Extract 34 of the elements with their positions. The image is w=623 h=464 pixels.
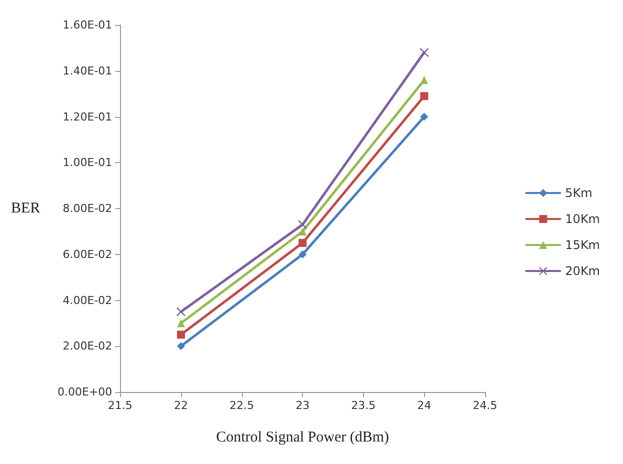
point [298, 250, 307, 258]
point [420, 112, 428, 121]
point [176, 319, 185, 328]
legend-label: 20Km [565, 264, 600, 278]
point [176, 330, 185, 339]
point [420, 92, 428, 100]
y-tick-label: 1.40E-01 [62, 64, 112, 78]
point [298, 220, 308, 230]
y-axis-title: BER [10, 200, 40, 216]
y-tick-label: 1.60E-01 [62, 18, 112, 32]
x-tick-label: 22 [174, 399, 188, 412]
y-tick-label: 6.00E-02 [62, 248, 112, 261]
legend-label: 5Km [565, 186, 592, 200]
x-tick-label: 22.5 [230, 399, 254, 412]
y-tick-label: 1.20E-01 [62, 110, 112, 124]
y-tick-label: 0.00E+00 [58, 386, 112, 398]
point [176, 307, 186, 316]
x-tick-label: 24 [417, 399, 432, 412]
point [420, 48, 429, 58]
x-tick-label: 21.5 [108, 399, 132, 412]
point [176, 342, 185, 350]
x-tick-label: 23.5 [351, 399, 376, 412]
y-tick-label: 4.00E-02 [62, 294, 112, 307]
legend-label: 15Km [565, 238, 600, 252]
y-tick-label: 1.00E-01 [62, 156, 112, 170]
point [298, 227, 307, 236]
y-tick-label: 8.00E-02 [62, 202, 112, 215]
x-tick-label: 24.5 [472, 399, 498, 412]
x-tick-label: 23 [296, 399, 310, 412]
x-axis-title: Control Signal Power (dBm) [216, 430, 390, 446]
point [420, 76, 428, 84]
legend-label: 10Km [565, 212, 600, 226]
y-tick-label: 2.00E-02 [62, 340, 112, 353]
point [298, 238, 307, 247]
